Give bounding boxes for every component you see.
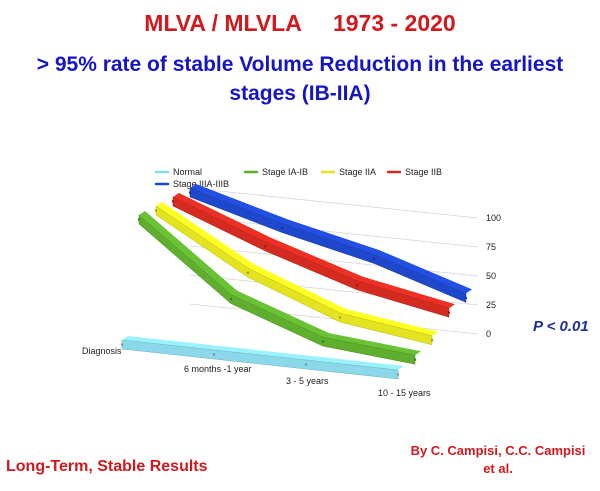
x-axis-categories: Diagnosis 6 months -1 year 3 - 5 years 10 -…: [82, 346, 431, 398]
point-stage-iib-0: [171, 200, 175, 203]
subtitle-line-1: > 95% rate of stable Volume Reduction in…: [36, 53, 564, 76]
point-stage-ia-ib-0: [137, 218, 141, 221]
point-stage-iia-3: [430, 339, 434, 342]
slide-subtitle: > 95% rate of stable Volume Reduction in…: [0, 50, 600, 108]
point-stage-ia-ib-3: [413, 358, 417, 361]
point-stage-ia-ib-2: [321, 340, 325, 343]
gridline-50: [189, 245, 479, 277]
point-stage-iib-3: [447, 311, 451, 314]
series-stage-iiia-iiib: [188, 184, 472, 303]
point-stage-iia-0: [154, 209, 158, 212]
series-front-face: [172, 196, 450, 318]
series-top-face: [122, 336, 404, 370]
x-category-3-5-years: 3 - 5 years: [286, 376, 329, 386]
credits-line-2: et al.: [483, 461, 513, 476]
point-normal-2: [304, 363, 308, 366]
x-category-6-months-1-year: 6 months -1 year: [184, 364, 252, 374]
legend-label-stage-iiia-iiib: Stage IIIA-IIIB: [173, 179, 229, 189]
point-stage-iia-1: [246, 271, 250, 274]
slide-title: MLVA / MLVLA 1973 - 2020: [144, 10, 456, 36]
point-normal-0: [120, 343, 124, 346]
chart-series: [120, 184, 472, 380]
x-category-10-15-years: 10 - 15 years: [378, 388, 431, 398]
series-stage-iib: [171, 193, 455, 318]
y-tick-50: 50: [486, 271, 496, 281]
y-axis-ticks: 0 25 50 75 100: [486, 213, 501, 339]
point-stage-iiia-iiib-3: [464, 296, 468, 300]
gridline-100: [189, 187, 479, 219]
y-tick-100: 100: [486, 213, 501, 223]
y-tick-75: 75: [486, 242, 496, 252]
credits-line-1: By C. Campisi, C.C. Campisi: [410, 443, 586, 458]
legend-label-stage-iia: Stage IIA: [339, 167, 376, 177]
chart-legend: Normal Stage IA-IB Stage IIA Stage IIB Stage…: [154, 167, 442, 189]
point-stage-iiia-iiib-1: [280, 226, 284, 230]
series-front-face: [155, 205, 433, 346]
point-stage-iib-1: [263, 245, 267, 248]
point-stage-iia-2: [338, 316, 342, 319]
series-top-face: [173, 193, 455, 309]
point-stage-iiia-iiib-0: [188, 191, 192, 194]
point-normal-3: [396, 373, 400, 376]
series-stage-ia-ib: [137, 211, 421, 365]
y-tick-0: 0: [486, 329, 491, 339]
series-normal: [120, 336, 404, 380]
legend-label-stage-ia-ib: Stage IA-IB: [262, 167, 308, 177]
y-tick-25: 25: [486, 300, 496, 310]
p-value-annotation: P < 0.01: [533, 318, 589, 335]
series-front-face: [189, 187, 467, 303]
footer-credits: By C. Campisi, C.C. Campisi et al.: [400, 442, 596, 478]
series-front-face: [138, 214, 416, 365]
point-stage-iib-2: [355, 284, 359, 287]
point-normal-1: [212, 353, 216, 356]
x-category-diagnosis: Diagnosis: [82, 346, 122, 356]
legend-label-stage-iib: Stage IIB: [405, 167, 442, 177]
point-stage-ia-ib-1: [229, 297, 233, 301]
series-stage-iia: [154, 202, 438, 346]
point-stage-iiia-iiib-2: [372, 257, 376, 261]
legend-label-normal: Normal: [173, 167, 202, 177]
subtitle-line-2: stages (IB-IIA): [229, 82, 371, 105]
footer-tagline: Long-Term, Stable Results: [6, 458, 208, 475]
series-front-face: [121, 339, 399, 380]
